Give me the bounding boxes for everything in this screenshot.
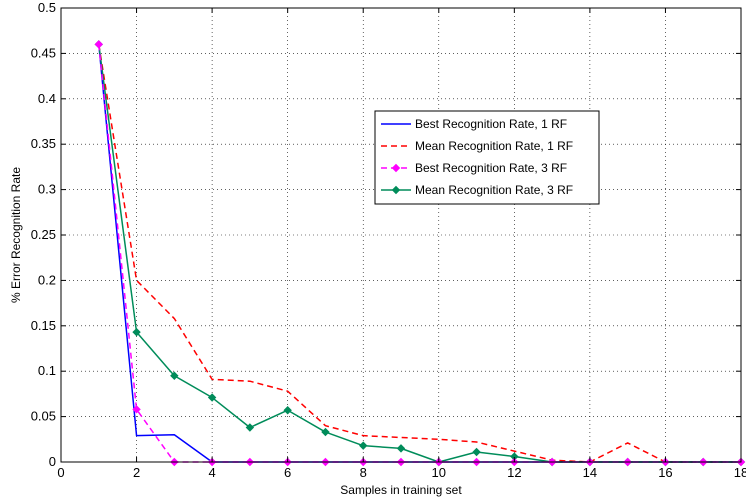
- axis-ticks: 0 2 4 6 8 10 12 14 16 18 0 0.05 0.1 0.15 0.2 0.25 0.3 0.3…: [31, 0, 746, 480]
- y-tick-label: 0: [49, 454, 56, 469]
- x-tick-label: 4: [208, 465, 215, 480]
- legend-entry: Mean Recognition Rate, 1 RF: [381, 139, 573, 153]
- data-point: [94, 40, 103, 49]
- legend-entry: Mean Recognition Rate, 3 RF: [381, 183, 573, 197]
- x-tick-label: 10: [432, 465, 446, 480]
- y-tick-label: 0.4: [38, 91, 56, 106]
- y-tick-label: 0.25: [31, 227, 56, 242]
- legend-marker-swatch: [391, 185, 401, 195]
- x-tick-label: 14: [583, 465, 597, 480]
- x-tick-label: 12: [507, 465, 521, 480]
- legend-label: Best Recognition Rate, 1 RF: [415, 117, 567, 131]
- data-point: [132, 405, 141, 414]
- legend-marker-swatch: [391, 163, 401, 173]
- data-point: [396, 444, 406, 453]
- x-tick-label: 6: [284, 465, 291, 480]
- legend-label: Best Recognition Rate, 3 RF: [415, 161, 567, 175]
- data-point: [359, 441, 368, 450]
- x-tick-label: 2: [133, 465, 140, 480]
- data-point: [321, 427, 330, 437]
- series-2: [98, 44, 741, 463]
- x-tick-label: 16: [658, 465, 672, 480]
- y-tick-label: 0.2: [38, 272, 56, 287]
- legend-label: Mean Recognition Rate, 1 RF: [415, 139, 573, 153]
- x-tick-label: 18: [734, 465, 746, 480]
- x-tick-label: 8: [360, 465, 367, 480]
- data-point: [170, 371, 179, 380]
- x-axis-label: Samples in training set: [340, 483, 462, 497]
- y-tick-label: 0.5: [38, 0, 56, 15]
- data-point: [207, 393, 217, 402]
- data-point: [283, 406, 292, 415]
- series-line: [98, 44, 741, 463]
- y-tick-label: 0.05: [31, 409, 56, 424]
- data-point: [132, 327, 141, 337]
- y-tick-label: 0.45: [31, 45, 56, 60]
- legend-entry: Best Recognition Rate, 3 RF: [381, 161, 567, 175]
- data-point: [245, 423, 255, 432]
- legend-box: [374, 110, 600, 205]
- y-tick-label: 0.35: [31, 136, 56, 151]
- legend-label: Mean Recognition Rate, 3 RF: [415, 183, 573, 197]
- y-axis-label: % Error Recognition Rate: [9, 167, 23, 303]
- y-tick-label: 0.3: [38, 182, 56, 197]
- legend: Best Recognition Rate, 1 RF Mean Recognit…: [374, 110, 600, 205]
- y-tick-label: 0.1: [38, 363, 56, 378]
- y-tick-label: 0.15: [31, 318, 56, 333]
- x-tick-label: 0: [57, 465, 64, 480]
- data-point: [472, 447, 481, 457]
- legend-entry: Best Recognition Rate, 1 RF: [381, 117, 567, 131]
